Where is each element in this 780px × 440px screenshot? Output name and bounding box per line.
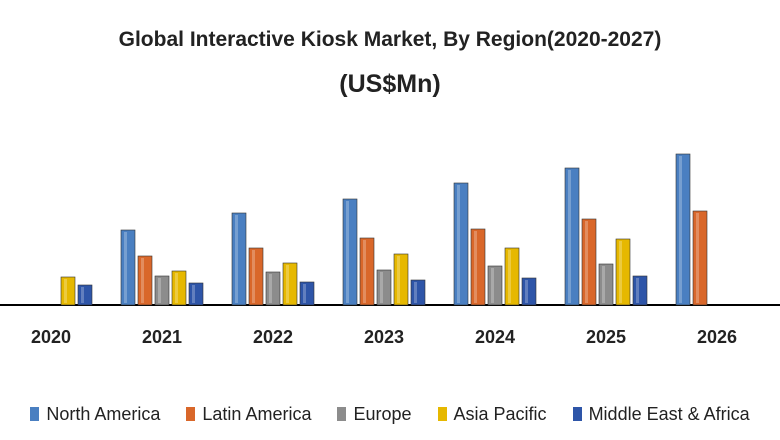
legend-item: Europe bbox=[337, 401, 412, 427]
bar-highlight bbox=[397, 256, 400, 303]
x-tick-label: 2024 bbox=[475, 327, 515, 347]
bar-middle-east-africa-2023 bbox=[410, 279, 426, 306]
bar-highlight bbox=[192, 285, 195, 303]
bar-highlight bbox=[81, 287, 84, 303]
bar-asia-pacific-2023 bbox=[393, 253, 409, 306]
bar-latin-america-2021 bbox=[137, 255, 153, 306]
bar-europe-2021 bbox=[154, 275, 170, 306]
x-tick-label: 2023 bbox=[364, 327, 404, 347]
bar-highlight bbox=[175, 273, 178, 303]
bar-asia-pacific-2024 bbox=[504, 247, 520, 306]
bar-asia-pacific-2021 bbox=[171, 270, 187, 306]
bar-north-america-2021 bbox=[120, 229, 136, 306]
legend: North America Latin America Europe Asia Pac… bbox=[0, 401, 780, 427]
bar-highlight bbox=[252, 250, 255, 303]
bar-highlight bbox=[158, 278, 161, 303]
legend-label: Asia Pacific bbox=[453, 403, 547, 424]
bar-highlight bbox=[303, 284, 306, 303]
x-tick-label: 2025 bbox=[586, 327, 626, 347]
bar-latin-america-2023 bbox=[359, 237, 375, 306]
bar-highlight bbox=[457, 185, 460, 303]
bar-highlight bbox=[286, 265, 289, 303]
bar-highlight bbox=[679, 156, 682, 303]
x-tick-label: 2021 bbox=[142, 327, 182, 347]
legend-label: Middle East & Africa bbox=[588, 403, 750, 424]
legend-swatch bbox=[337, 407, 347, 421]
bar-highlight bbox=[585, 221, 588, 303]
bar-north-america-2023 bbox=[342, 198, 358, 306]
bar-latin-america-2022 bbox=[248, 247, 264, 306]
legend-label: North America bbox=[46, 403, 161, 424]
bar-highlight bbox=[636, 278, 639, 303]
legend-item: Latin America bbox=[186, 401, 311, 427]
legend-item: Asia Pacific bbox=[437, 401, 547, 427]
legend-label: Latin America bbox=[202, 403, 312, 424]
legend-item: North America bbox=[30, 401, 160, 427]
bar-asia-pacific-2020 bbox=[60, 276, 76, 306]
bar-highlight bbox=[414, 282, 417, 303]
legend-label: Europe bbox=[353, 403, 412, 424]
bar-middle-east-africa-2022 bbox=[299, 281, 315, 306]
bar-highlight bbox=[380, 272, 383, 303]
bar-asia-pacific-2025 bbox=[615, 238, 631, 306]
bar-highlight bbox=[696, 213, 699, 303]
x-tick-label: 2026 bbox=[697, 327, 737, 347]
x-tick-label: 2020 bbox=[31, 327, 71, 347]
bar-middle-east-africa-2024 bbox=[521, 277, 537, 306]
bar-europe-2023 bbox=[376, 269, 392, 306]
bar-highlight bbox=[124, 232, 127, 303]
bar-highlight bbox=[602, 266, 605, 303]
bar-highlight bbox=[141, 258, 144, 303]
chart-title: Global Interactive Kiosk Market, By Regi… bbox=[118, 28, 662, 51]
bar-north-america-2024 bbox=[453, 182, 469, 306]
chart-subtitle: (US$Mn) bbox=[339, 70, 441, 98]
bar-latin-america-2026 bbox=[692, 210, 708, 306]
bar-highlight bbox=[363, 240, 366, 303]
x-tick-label: 2022 bbox=[253, 327, 293, 347]
bar-highlight bbox=[346, 201, 349, 303]
legend-swatch bbox=[572, 407, 582, 421]
bar-highlight bbox=[64, 279, 67, 303]
bar-highlight bbox=[568, 170, 571, 303]
legend-swatch bbox=[30, 407, 40, 421]
bar-highlight bbox=[508, 250, 511, 303]
bar-north-america-2025 bbox=[564, 167, 580, 306]
bar-highlight bbox=[235, 215, 238, 303]
bar-europe-2022 bbox=[265, 271, 281, 306]
bar-latin-america-2024 bbox=[470, 228, 486, 306]
bar-latin-america-2025 bbox=[581, 218, 597, 306]
bar-europe-2025 bbox=[598, 263, 614, 306]
legend-swatch bbox=[437, 407, 447, 421]
bar-middle-east-africa-2021 bbox=[188, 282, 204, 306]
legend-swatch bbox=[186, 407, 196, 421]
bar-highlight bbox=[491, 268, 494, 303]
bar-highlight bbox=[525, 280, 528, 303]
bar-highlight bbox=[619, 241, 622, 303]
bar-asia-pacific-2022 bbox=[282, 262, 298, 306]
legend-item: Middle East & Africa bbox=[572, 401, 750, 427]
bar-north-america-2026 bbox=[675, 153, 691, 306]
bar-europe-2024 bbox=[487, 265, 503, 306]
bar-middle-east-africa-2025 bbox=[632, 275, 648, 306]
bar-north-america-2022 bbox=[231, 212, 247, 306]
bar-highlight bbox=[474, 231, 477, 303]
bar-middle-east-africa-2020 bbox=[77, 284, 93, 306]
bar-highlight bbox=[269, 274, 272, 303]
